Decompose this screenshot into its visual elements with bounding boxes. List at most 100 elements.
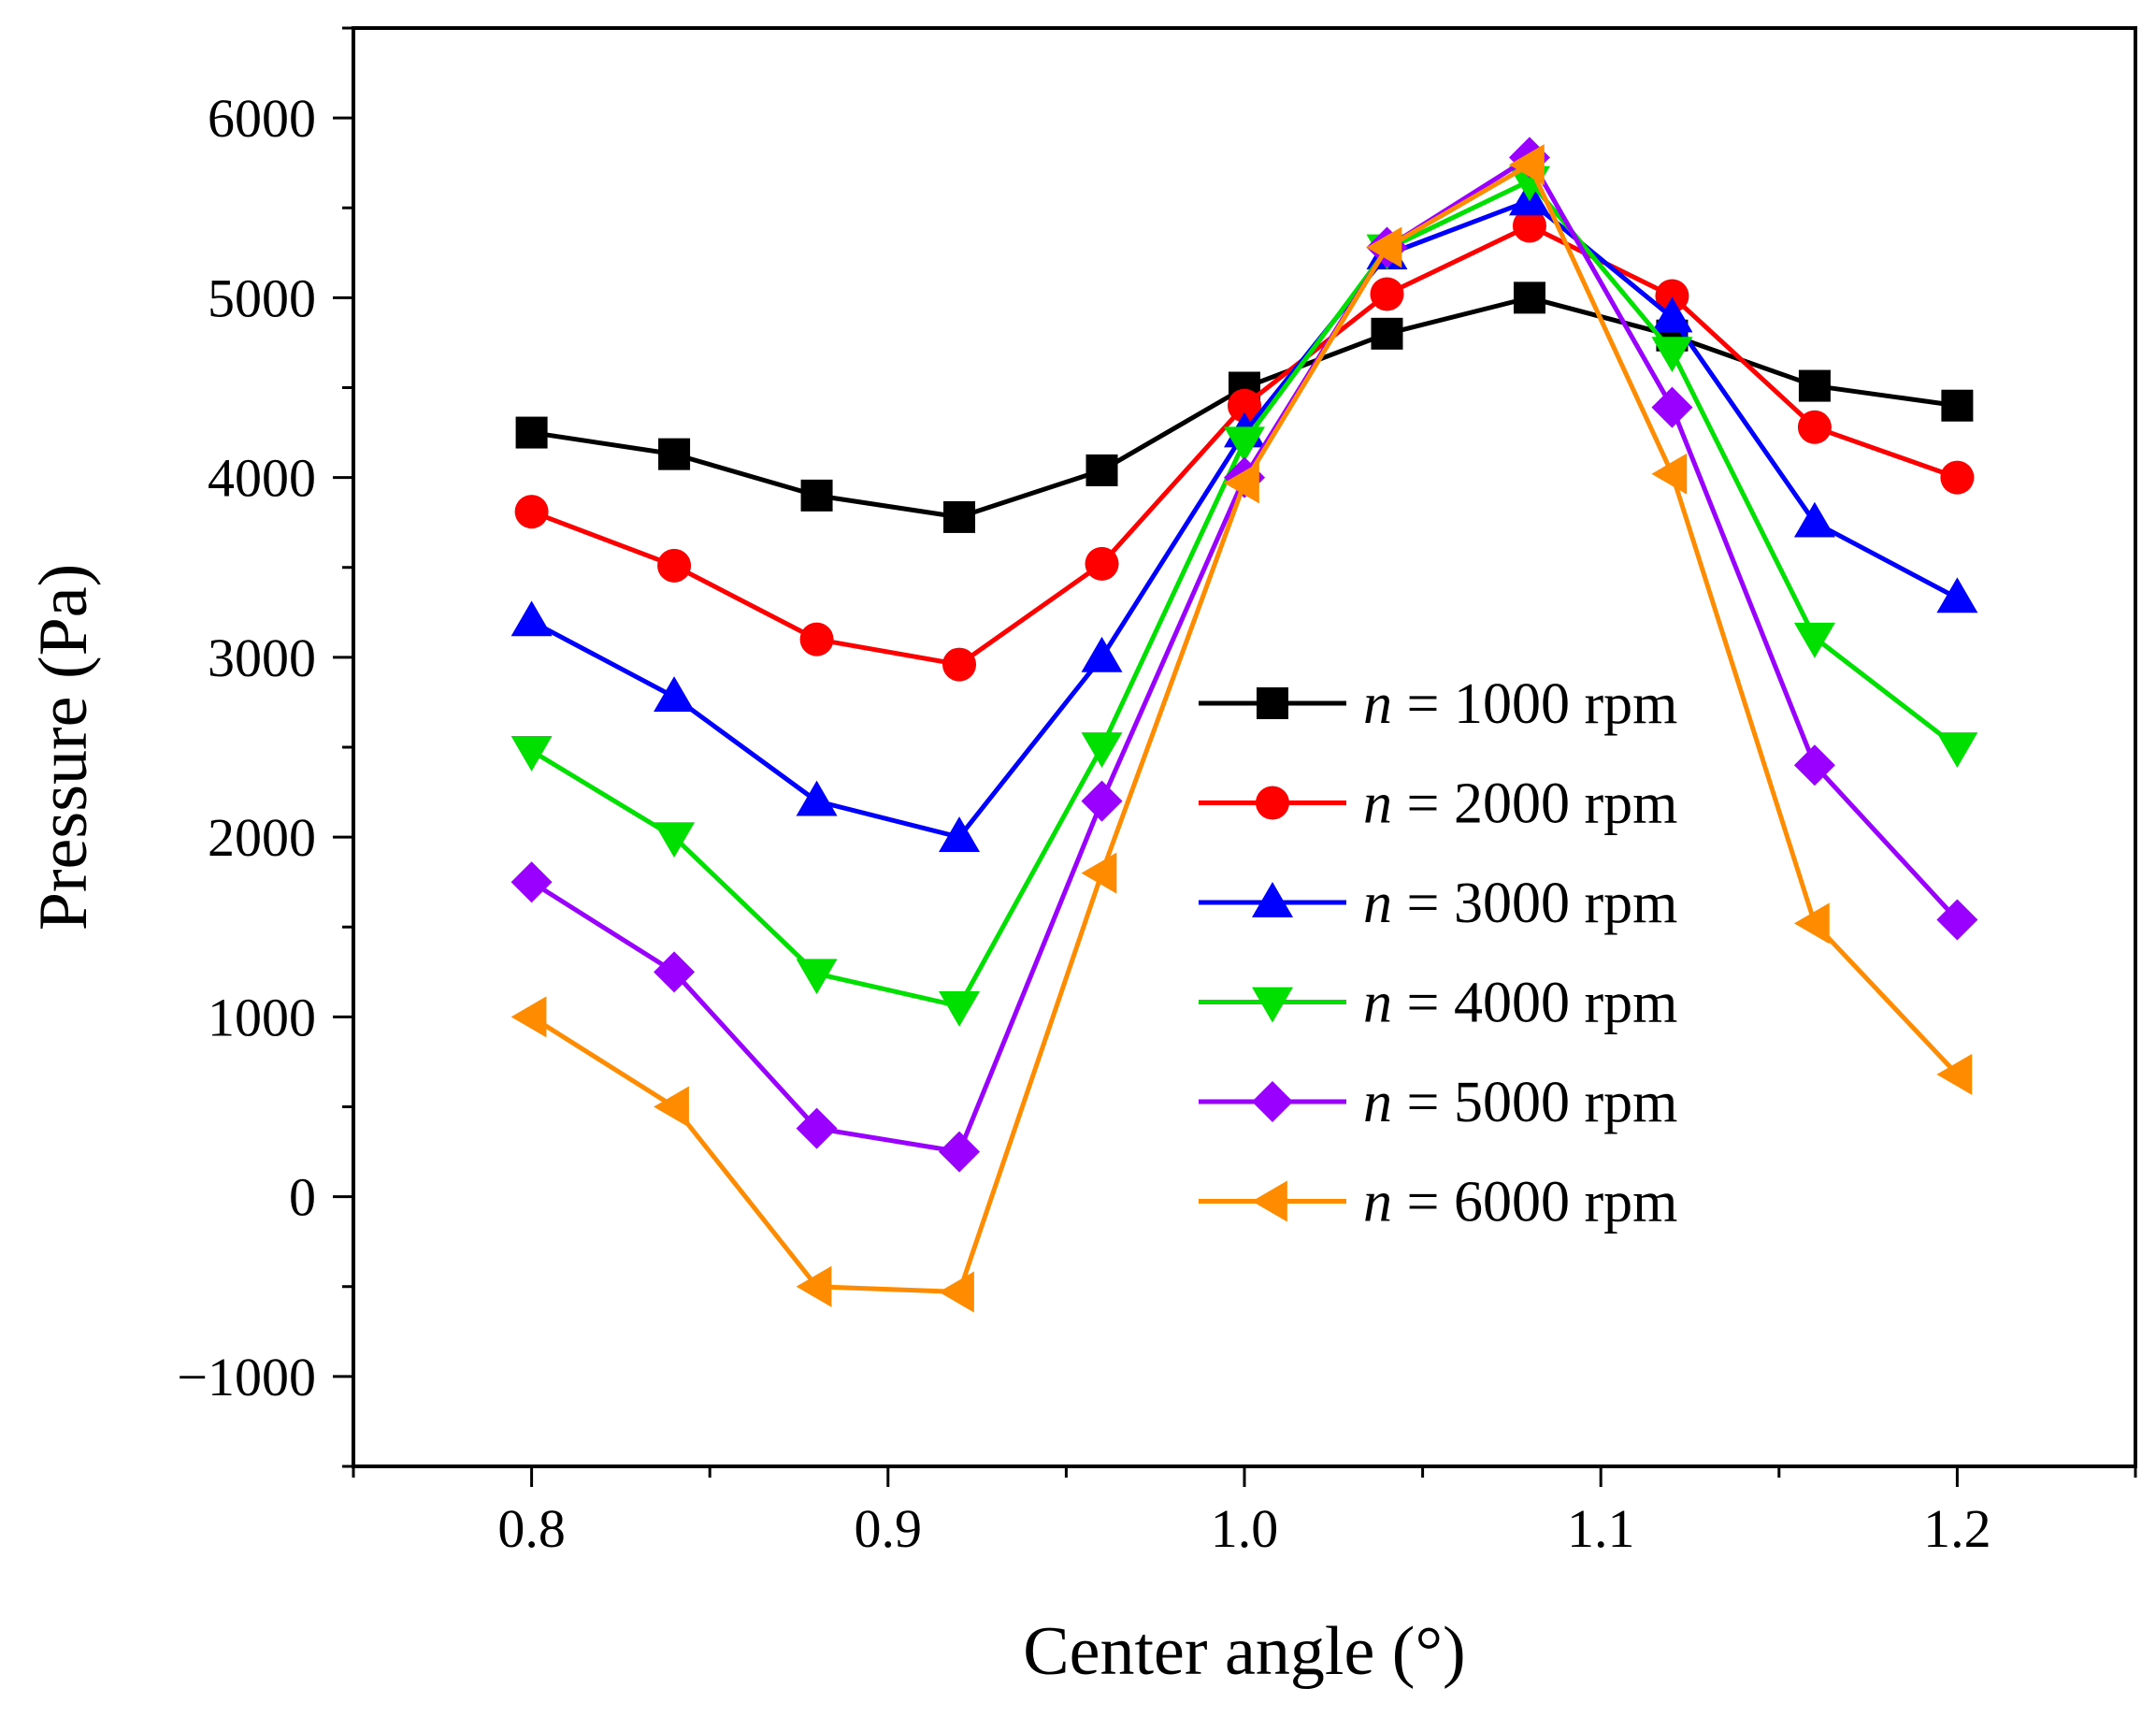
- data-point: [510, 861, 553, 903]
- x-tick-label: 1.1: [1567, 1498, 1635, 1559]
- y-tick-label: 6000: [208, 88, 316, 149]
- data-point: [1651, 453, 1688, 495]
- data-point: [1508, 144, 1545, 186]
- data-point: [796, 1265, 832, 1307]
- x-axis-title: Center angle (°): [1023, 1613, 1465, 1690]
- legend: n = 1000 rpm n = 2000 rpm n = 3000 rpm n = …: [1199, 672, 1677, 1234]
- legend-item: n = 3000 rpm: [1199, 872, 1677, 935]
- data-point: [1651, 386, 1693, 428]
- data-point: [1936, 577, 1978, 613]
- legend-item: n = 6000 rpm: [1199, 1171, 1677, 1234]
- y-tick-label: 5000: [208, 267, 316, 328]
- series-layer: [510, 137, 1978, 1313]
- legend-marker: [1252, 882, 1293, 917]
- data-point: [657, 548, 692, 583]
- data-point: [1081, 852, 1117, 894]
- data-point: [1513, 281, 1545, 314]
- x-tick-label: 0.9: [855, 1498, 923, 1559]
- data-point: [1936, 1053, 1973, 1095]
- series-2: [514, 209, 1975, 682]
- legend-label: n = 5000 rpm: [1363, 1071, 1677, 1134]
- legend-label: n = 2000 rpm: [1363, 772, 1677, 836]
- data-point: [796, 780, 838, 816]
- data-point: [1224, 426, 1265, 463]
- x-tick-label: 0.8: [497, 1498, 566, 1559]
- series-6: [510, 144, 1973, 1313]
- data-point: [1940, 460, 1975, 495]
- data-point: [939, 1271, 974, 1313]
- legend-label: n = 1000 rpm: [1363, 672, 1677, 736]
- legend-label: n = 3000 rpm: [1363, 872, 1677, 935]
- data-point: [654, 951, 696, 993]
- data-point: [942, 647, 977, 682]
- data-point: [1655, 279, 1689, 313]
- data-point: [1512, 209, 1546, 243]
- data-point: [654, 676, 696, 713]
- data-point: [1224, 462, 1259, 504]
- series-line: [530, 178, 1959, 1009]
- data-point: [654, 822, 696, 858]
- data-point: [1370, 277, 1404, 311]
- series-5: [510, 137, 1978, 1173]
- data-point: [1793, 902, 1830, 945]
- data-point: [1081, 780, 1123, 822]
- data-point: [1797, 410, 1832, 444]
- data-point: [1081, 636, 1123, 672]
- data-point: [939, 816, 981, 852]
- data-point: [1651, 337, 1693, 373]
- data-point: [796, 1107, 838, 1149]
- data-point: [799, 622, 834, 656]
- data-point: [796, 959, 838, 995]
- data-point: [1366, 226, 1402, 268]
- legend-item: n = 1000 rpm: [1199, 672, 1677, 736]
- series-1: [515, 281, 1974, 533]
- data-point: [939, 1131, 981, 1173]
- axes-layer: 0.8 0.9 1.0 1.1 1.2 −1000 0 1000 2000 3000 4000 500…: [177, 26, 2137, 1559]
- data-point: [1793, 744, 1835, 786]
- legend-marker: [1257, 687, 1288, 719]
- series-line: [530, 162, 1960, 1295]
- data-point: [510, 996, 547, 1038]
- data-point: [1936, 732, 1978, 768]
- legend-marker: [1252, 1180, 1287, 1222]
- data-point: [1651, 296, 1693, 333]
- legend-item: n = 2000 rpm: [1199, 772, 1677, 836]
- data-point: [1081, 732, 1123, 768]
- data-point: [1085, 454, 1118, 486]
- data-point: [1793, 622, 1835, 658]
- data-point: [939, 991, 981, 1027]
- plot-frame: [352, 26, 2137, 1468]
- y-tick-label: 0: [289, 1167, 316, 1228]
- series-line: [530, 198, 1959, 840]
- legend-marker: [1252, 987, 1293, 1023]
- x-tick-label: 1.2: [1923, 1498, 1991, 1559]
- y-tick-label: 1000: [208, 987, 316, 1047]
- data-point: [654, 1086, 689, 1128]
- data-point: [1371, 317, 1403, 350]
- legend-label: n = 4000 rpm: [1363, 972, 1677, 1035]
- legend-marker: [1252, 1081, 1293, 1122]
- legend-marker: [1256, 786, 1289, 820]
- data-point: [1793, 501, 1835, 538]
- data-point: [1085, 546, 1119, 581]
- legend-item: n = 5000 rpm: [1199, 1071, 1677, 1134]
- data-point: [1936, 899, 1978, 941]
- legend-item: n = 4000 rpm: [1199, 972, 1677, 1035]
- x-tick-label: 1.0: [1211, 1498, 1279, 1559]
- data-point: [1941, 389, 1974, 422]
- data-point: [510, 600, 553, 637]
- y-tick-label: 2000: [208, 807, 316, 868]
- data-point: [510, 736, 553, 772]
- data-point: [515, 416, 548, 449]
- y-tick-label: 3000: [208, 628, 316, 688]
- data-point: [658, 438, 691, 470]
- y-tick-label: 4000: [208, 448, 316, 509]
- data-point: [800, 479, 833, 512]
- y-axis-title: Pressure (Pa): [25, 564, 102, 931]
- data-point: [943, 500, 976, 533]
- y-tick-label: −1000: [177, 1347, 316, 1407]
- data-point: [1228, 388, 1261, 423]
- legend-label: n = 6000 rpm: [1363, 1171, 1677, 1234]
- data-point: [1798, 369, 1831, 402]
